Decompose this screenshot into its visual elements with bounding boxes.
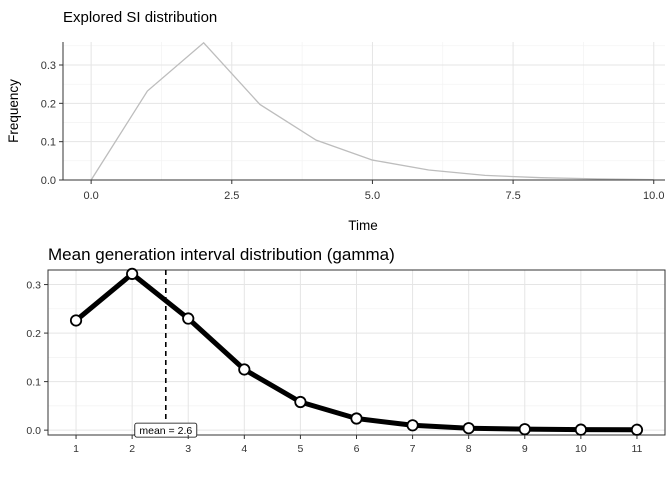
x-tick-label: 8 bbox=[466, 443, 472, 455]
y-axis-ticks: 0.0 0.1 0.2 0.3 bbox=[41, 60, 63, 187]
x-tick-label: 9 bbox=[522, 443, 528, 455]
y-tick-label: 0.1 bbox=[26, 377, 41, 389]
x-tick-label: 2 bbox=[129, 443, 135, 455]
x-tick-label: 4 bbox=[241, 443, 247, 455]
x-tick-label: 10 bbox=[575, 443, 587, 455]
grid bbox=[48, 270, 665, 435]
annotation: mean = 2.6 bbox=[134, 422, 198, 438]
series bbox=[90, 41, 654, 181]
x-axis-ticks: 1 2 3 4 5 6 7 8 9 10 11 bbox=[73, 435, 643, 455]
data-point bbox=[238, 363, 251, 376]
y-tick-label: 0.1 bbox=[41, 137, 56, 149]
data-point bbox=[182, 312, 195, 325]
x-tick-label: 10.0 bbox=[643, 190, 664, 202]
chart-title: Explored SI distribution bbox=[63, 9, 217, 26]
y-axis-label: Frequency bbox=[6, 79, 21, 143]
x-tick-label: 2.5 bbox=[224, 190, 239, 202]
x-axis-label: Time bbox=[348, 218, 378, 233]
x-axis-ticks: 0.0 2.5 5.0 7.5 10.0 bbox=[83, 180, 664, 202]
x-tick-label: 0.0 bbox=[83, 190, 98, 202]
series-points bbox=[69, 267, 644, 436]
y-tick-label: 0.0 bbox=[26, 425, 41, 437]
data-point bbox=[69, 314, 83, 327]
annotation-box bbox=[134, 422, 198, 438]
series-line bbox=[90, 41, 654, 181]
generation-interval-panel: Mean generation interval distribution (g… bbox=[26, 245, 666, 455]
x-tick-label: 6 bbox=[354, 443, 360, 455]
y-tick-label: 0.3 bbox=[41, 60, 56, 72]
y-axis-ticks: 0.0 0.1 0.2 0.3 bbox=[26, 280, 48, 437]
grid bbox=[63, 42, 665, 181]
y-tick-label: 0.2 bbox=[26, 328, 41, 340]
x-tick-label: 1 bbox=[73, 443, 79, 455]
data-point bbox=[350, 412, 363, 425]
x-tick-label: 5 bbox=[297, 443, 303, 455]
data-point bbox=[574, 423, 587, 436]
axes bbox=[62, 42, 665, 181]
data-point bbox=[518, 423, 531, 436]
si-distribution-panel: Explored SI distribution 0.0 2.5 5.0 7.5 10.… bbox=[6, 9, 665, 233]
annotation-label: mean = 2.6 bbox=[139, 425, 192, 437]
data-point bbox=[630, 423, 644, 436]
y-tick-label: 0.3 bbox=[26, 280, 41, 292]
chart-title: Mean generation interval distribution (g… bbox=[48, 245, 395, 264]
x-tick-label: 11 bbox=[632, 443, 643, 455]
data-point bbox=[462, 422, 475, 435]
x-tick-label: 5.0 bbox=[365, 190, 380, 202]
x-tick-label: 7.5 bbox=[505, 190, 520, 202]
data-point bbox=[406, 419, 419, 432]
y-tick-label: 0.2 bbox=[41, 98, 56, 110]
data-point bbox=[126, 267, 139, 280]
x-tick-label: 7 bbox=[410, 443, 416, 455]
x-tick-label: 3 bbox=[185, 443, 191, 455]
data-point bbox=[294, 395, 307, 409]
y-tick-label: 0.0 bbox=[41, 175, 56, 187]
